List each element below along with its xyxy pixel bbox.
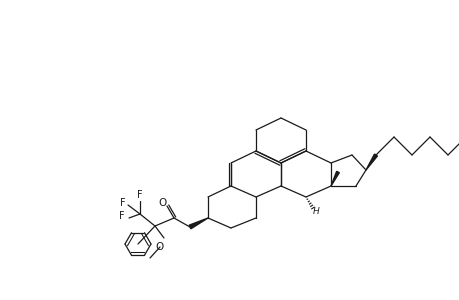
Polygon shape <box>189 218 207 229</box>
Text: O: O <box>156 242 164 252</box>
Text: F: F <box>137 190 142 200</box>
Text: F: F <box>120 198 126 208</box>
Text: F: F <box>119 211 124 221</box>
Text: O: O <box>158 198 167 208</box>
Polygon shape <box>330 171 339 186</box>
Polygon shape <box>365 154 377 170</box>
Text: H: H <box>312 208 319 217</box>
